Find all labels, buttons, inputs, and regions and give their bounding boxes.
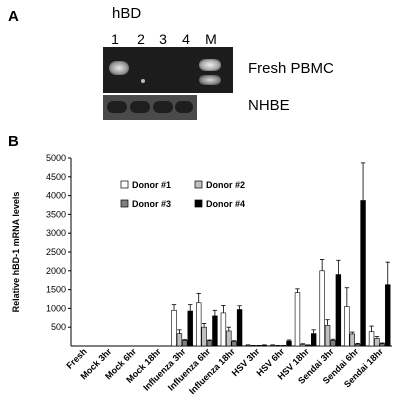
lane-label-2: 2 [137,31,145,47]
legend-label: Donor #1 [132,180,171,190]
bar [212,315,218,347]
bar [182,340,188,347]
bar [385,284,391,347]
bar [176,333,183,347]
lane-label-4: 4 [182,31,190,47]
panel-a-label: A [8,8,19,25]
row-label-nhbe: NHBE [248,97,290,114]
y-tick-label: 1000 [46,303,66,313]
gel-image-nhbe [103,95,197,120]
panel-b-label: B [8,133,19,150]
bar [319,270,325,347]
bar [360,200,366,347]
y-tick-label: 1500 [46,285,66,295]
bar [187,310,193,347]
bar [374,338,380,347]
y-tick-label: 500 [51,322,66,332]
bar [245,344,251,347]
y-tick-label: 3000 [46,228,66,238]
bar [261,344,267,347]
lane-label-1: 1 [111,31,119,47]
bar [354,343,361,347]
legend-swatch [120,180,129,189]
bar [368,331,375,347]
gel-band-lane-1 [109,61,129,75]
chart-bars [171,162,391,347]
gel-band-nhbe-1 [107,101,127,113]
bar [335,274,342,347]
bar [236,309,243,347]
bar [379,343,386,347]
chart-legend: Donor #1 Donor #2 Donor #3 Donor #4 [120,180,245,209]
bar [349,333,355,347]
y-tick-label: 4000 [46,191,66,201]
bar [270,344,276,347]
bar [300,344,306,347]
legend-label: Donor #3 [132,199,171,209]
bar [330,340,336,347]
bar [206,340,213,347]
y-tick-label: 4500 [46,172,66,182]
bar [226,330,232,347]
gel-band-nhbe-2 [130,101,150,113]
legend-label: Donor #2 [206,180,245,190]
gel-band-nhbe-4 [175,101,193,113]
y-tick-label: 2500 [46,247,66,257]
row-label-fresh-pbmc: Fresh PBMC [248,60,334,77]
gel-spot-lane-2 [141,79,145,83]
legend-swatch [120,199,129,208]
bar [305,344,311,347]
bar [294,292,301,347]
legend-label: Donor #4 [206,199,245,209]
gel-band-marker-upper [199,59,221,71]
lane-label-m: M [205,31,217,47]
bar [171,309,177,347]
legend-swatch [194,199,203,208]
lane-label-3: 3 [159,31,167,47]
bar [220,312,227,347]
y-tick-label: 5000 [46,153,66,163]
bar [344,306,350,347]
bar [286,340,292,347]
gene-label: hBD [112,5,142,22]
gel-image-fresh-pbmc [103,47,233,93]
bar [310,333,317,347]
legend-swatch [194,180,203,189]
gel-band-nhbe-3 [153,101,173,113]
gel-band-marker-lower [199,75,221,85]
y-axis-label: Relative hBD-1 mRNA levels [11,192,21,313]
y-tick-label: 3500 [46,209,66,219]
bar [324,325,331,347]
bar [231,341,237,347]
bar [201,326,207,347]
bar [196,302,202,347]
y-tick-label: 2000 [46,266,66,276]
